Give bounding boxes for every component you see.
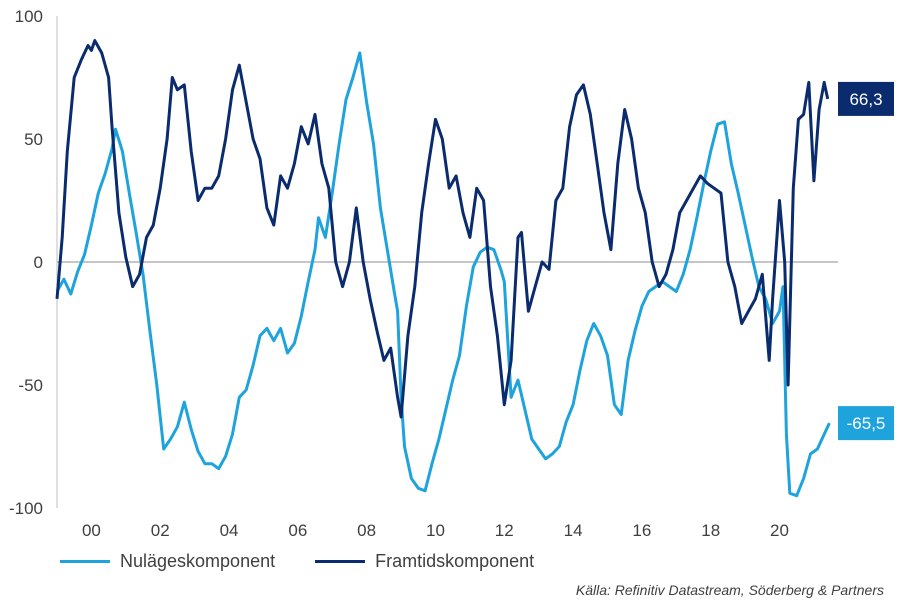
y-tick-label: 50: [24, 130, 43, 149]
legend-item-nulage: Nulägeskomponent: [60, 551, 275, 572]
end-label-1: -65,5: [838, 406, 894, 441]
x-tick-label: 00: [82, 521, 101, 540]
x-tick-label: 14: [564, 521, 583, 540]
x-tick-label: 18: [701, 521, 720, 540]
legend-label-framtid: Framtidskomponent: [375, 551, 535, 571]
chart: 100 50 0 -50 -100 00 02 04 06 08 10 12 14 16 18 20 66,…: [9, 7, 894, 540]
x-tick-label: 06: [288, 521, 307, 540]
legend-swatch-nulage: [60, 560, 110, 563]
end-label-box: [838, 81, 894, 116]
end-label-0: 66,3: [838, 81, 894, 116]
y-tick-label: 0: [34, 253, 43, 272]
x-tick-label: 12: [495, 521, 514, 540]
end-label-text: 66,3: [849, 90, 882, 109]
legend: Nulägeskomponent Framtidskomponent: [60, 551, 534, 572]
x-tick-label: 10: [426, 521, 445, 540]
x-tick-label: 08: [357, 521, 376, 540]
x-tick-label: 20: [770, 521, 789, 540]
x-tick-label: 16: [632, 521, 651, 540]
legend-label-nulage: Nulägeskomponent: [120, 551, 276, 571]
y-tick-label: 100: [15, 7, 43, 26]
legend-swatch-framtid: [315, 560, 366, 563]
legend-item-framtid: Framtidskomponent: [315, 551, 534, 572]
series-line-0: [55, 51, 831, 498]
end-label-box: [838, 406, 894, 441]
y-tick-label: -100: [9, 499, 43, 518]
y-tick-label: -50: [18, 376, 43, 395]
source-note: Källa: Refinitiv Datastream, Söderberg &…: [575, 582, 884, 598]
x-tick-label: 04: [220, 521, 239, 540]
series-line-1: [55, 39, 830, 419]
x-tick-label: 02: [151, 521, 170, 540]
end-label-text: -65,5: [847, 414, 886, 433]
